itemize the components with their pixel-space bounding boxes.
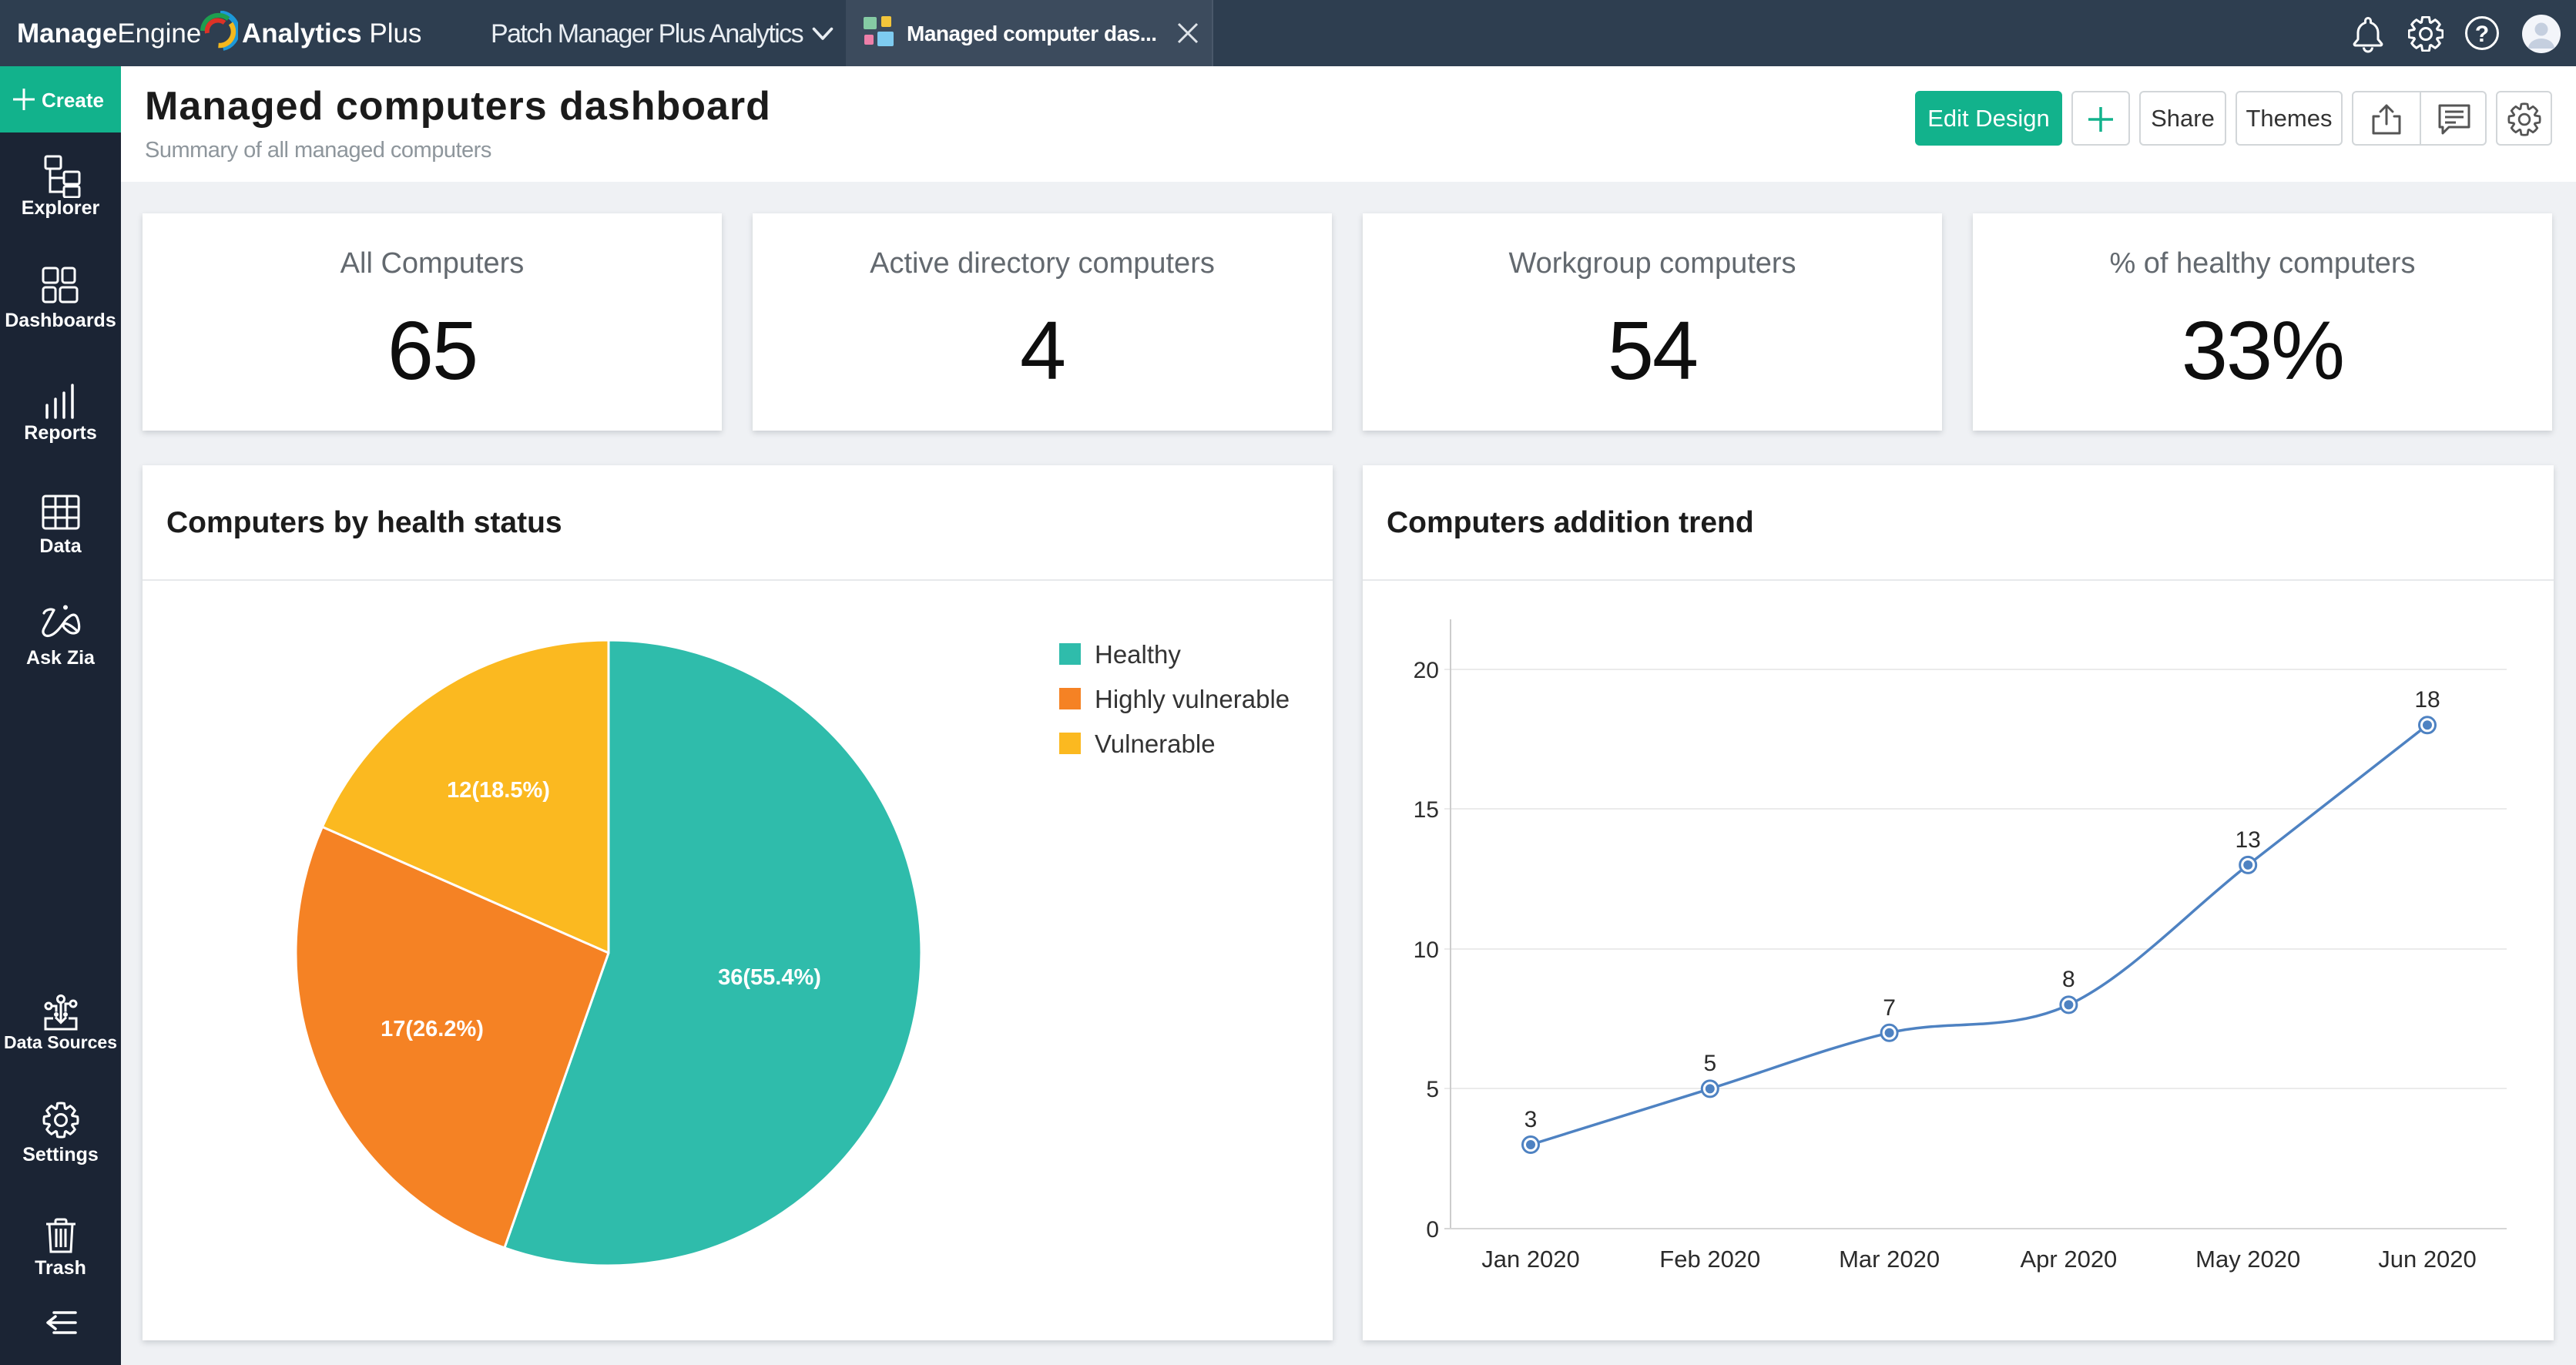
svg-text:8: 8 xyxy=(2062,967,2075,992)
svg-text:12(18.5%): 12(18.5%) xyxy=(447,778,550,803)
svg-text:10: 10 xyxy=(1414,937,1439,963)
svg-text:17(26.2%): 17(26.2%) xyxy=(381,1017,484,1041)
svg-text:13: 13 xyxy=(2236,827,2261,853)
svg-text:Highly vulnerable: Highly vulnerable xyxy=(1095,685,1290,713)
svg-text:Feb 2020: Feb 2020 xyxy=(1659,1246,1760,1273)
svg-text:5: 5 xyxy=(1703,1051,1716,1076)
svg-text:5: 5 xyxy=(1426,1077,1439,1102)
svg-text:36(55.4%): 36(55.4%) xyxy=(718,965,821,990)
svg-text:May 2020: May 2020 xyxy=(2195,1246,2300,1273)
svg-text:Vulnerable: Vulnerable xyxy=(1095,729,1216,758)
svg-text:Healthy: Healthy xyxy=(1095,640,1181,669)
svg-text:Apr 2020: Apr 2020 xyxy=(2020,1246,2117,1273)
svg-text:3: 3 xyxy=(1524,1107,1538,1132)
svg-text:20: 20 xyxy=(1414,658,1439,683)
svg-text:Jun 2020: Jun 2020 xyxy=(2378,1246,2477,1273)
svg-text:18: 18 xyxy=(2414,687,2440,713)
svg-text:Mar 2020: Mar 2020 xyxy=(1839,1246,1940,1273)
svg-text:Jan 2020: Jan 2020 xyxy=(1481,1246,1580,1273)
svg-text:15: 15 xyxy=(1414,797,1439,823)
svg-text:7: 7 xyxy=(1883,995,1896,1021)
svg-text:0: 0 xyxy=(1426,1217,1439,1243)
